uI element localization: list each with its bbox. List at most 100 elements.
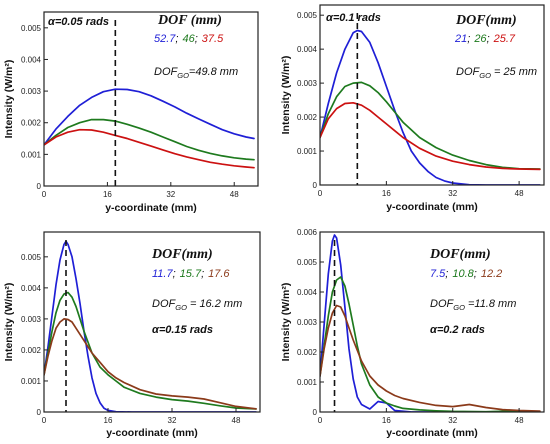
panel-3-ytick-label: 0.003	[21, 315, 42, 324]
panel-1-dof-header: DOF (mm)	[157, 13, 222, 28]
panel-4-dofgo: DOFGO =11.8 mm	[430, 298, 516, 312]
panel-2-ytick-label: 0.002	[297, 113, 318, 122]
panel-2-alpha-label: α=0.1 rads	[326, 12, 381, 24]
panel-2-series-blue	[320, 29, 541, 185]
panel-3-ytick-label: 0.001	[21, 377, 42, 386]
panel-4-ytick-label: 0.004	[297, 288, 318, 297]
panel-3-series-third	[44, 318, 257, 410]
panel-2-dof-sep-1: ;	[467, 33, 470, 45]
panel-4-ytick-label: 0	[313, 408, 318, 417]
panel-3-ytick-label: 0.002	[21, 346, 42, 355]
panel-4-dof-value-blue: 7.5	[430, 268, 446, 280]
panel-4-series-third	[320, 304, 541, 412]
panel-1-xtick-label: 0	[42, 190, 47, 199]
panel-3-dof-values: 11.7; 15.7; 17.6	[152, 268, 230, 280]
panel-1-series-green	[44, 118, 255, 161]
panel-3-dof-sep-2: ;	[201, 268, 204, 280]
panel-2-ytick-label: 0.005	[297, 11, 318, 20]
panel-1-dof-values: 52.7; 46; 37.5	[154, 33, 224, 45]
panel-1: 0 16 32 48 0 0.001 0.002 0.003 0.004 0.005 Intens…	[3, 11, 259, 214]
panel-2-ticks: 0 16 32 48 0 0.001 0.002 0.003 0.004 0.005	[297, 11, 524, 198]
panel-1-x-axis-label: y-coordinate (mm)	[105, 202, 197, 214]
panel-2-ytick-label: 0.003	[297, 79, 318, 88]
panel-4-dof-value-brown: 12.2	[481, 268, 502, 280]
panel-2-dof-values: 21; 26; 25.7	[454, 33, 516, 45]
panel-1-dof-value-blue: 52.7	[154, 33, 176, 45]
panel-1-alpha-label: α=0.05 rads	[48, 16, 109, 28]
panel-1-dof-sep-1: ;	[175, 33, 178, 45]
panel-3-xtick-label: 32	[168, 416, 177, 425]
panel-2-series-third	[320, 101, 541, 171]
panel-2-dof-value-green: 26	[473, 33, 487, 45]
panel-3-dof-sep-1: ;	[173, 268, 176, 280]
panel-2-x-axis-label: y-coordinate (mm)	[386, 201, 478, 213]
panel-4-xtick-label: 16	[382, 416, 391, 425]
panel-2-xtick-label: 16	[382, 189, 391, 198]
panel-4-ytick-label: 0.001	[297, 378, 318, 387]
panel-3-xtick-label: 0	[42, 416, 47, 425]
panel-3-ytick-label: 0.004	[21, 284, 42, 293]
panel-1-dof-value-red: 37.5	[202, 33, 224, 45]
panel-1-ytick-label: 0.003	[21, 87, 42, 96]
panel-4-ytick-label: 0.003	[297, 318, 318, 327]
panel-4-ytick-label: 0.006	[297, 228, 318, 237]
panel-4-y-axis-label: Intensity (W/m²)	[280, 283, 292, 362]
panel-1-dofgo: DOFGO=49.8 mm	[154, 66, 238, 80]
panel-1-frame	[43, 11, 259, 187]
panel-3: 0 16 32 48 0 0.001 0.002 0.003 0.004 0.005 Intens…	[3, 231, 261, 439]
panel-1-y-axis-label: Intensity (W/m²)	[3, 60, 15, 139]
panel-2-xtick-label: 48	[515, 189, 524, 198]
panel-4-dof-value-green: 10.8	[452, 268, 474, 280]
panel-2-dofgo: DOFGO = 25 mm	[456, 66, 537, 80]
panel-2-dof-value-red: 25.7	[493, 33, 516, 45]
panel-2-dof-value-blue: 21	[454, 33, 467, 45]
panel-1-ticks: 0 16 32 48 0 0.001 0.002 0.003 0.004 0.005	[21, 24, 239, 199]
panel-3-alpha-label: α=0.15 rads	[152, 324, 213, 336]
panel-1-ytick-label: 0.004	[21, 55, 42, 64]
panel-1-ytick-label: 0	[37, 182, 42, 191]
panel-2-y-axis-label: Intensity (W/m²)	[280, 56, 292, 135]
panel-2-ytick-label: 0	[313, 181, 318, 190]
panel-4-plot	[320, 234, 541, 412]
panel-2-xtick-label: 32	[448, 189, 457, 198]
panel-3-xtick-label: 48	[232, 416, 241, 425]
panel-4-ticks: 0 16 32 48 0 0.001 0.002 0.003 0.004 0.005 0.006	[297, 228, 524, 425]
panel-4-dof-header: DOF(mm)	[429, 247, 491, 262]
panel-1-xtick-label: 48	[230, 190, 239, 199]
panel-1-ytick-label: 0.002	[21, 119, 42, 128]
panel-2-series-green	[320, 81, 541, 170]
panel-3-frame	[43, 231, 261, 413]
panel-4-dof-values: 7.5; 10.8; 12.2	[430, 268, 502, 280]
panel-2: 0 16 32 48 0 0.001 0.002 0.003 0.004 0.005 Intens…	[280, 4, 545, 213]
panel-1-ytick-label: 0.001	[21, 150, 42, 159]
panel-4-dof-sep-1: ;	[445, 268, 448, 280]
panel-2-plot	[320, 13, 541, 185]
panel-3-xtick-label: 16	[104, 416, 113, 425]
panel-3-ytick-label: 0.005	[21, 253, 42, 262]
panel-2-xtick-label: 0	[318, 189, 323, 198]
panel-1-plot	[44, 20, 255, 186]
panel-3-series-green	[44, 291, 257, 410]
panel-1-dof-value-green: 46	[182, 33, 195, 45]
panel-4-dof-sep-2: ;	[474, 268, 477, 280]
panel-3-ticks: 0 16 32 48 0 0.001 0.002 0.003 0.004 0.005	[21, 253, 241, 425]
panel-3-plot	[44, 240, 257, 412]
panel-4-xtick-label: 48	[515, 416, 524, 425]
panel-3-ytick-label: 0	[37, 408, 42, 417]
panel-4: 0 16 32 48 0 0.001 0.002 0.003 0.004 0.005 0.006 I…	[280, 228, 545, 439]
panel-2-frame	[319, 4, 545, 186]
panel-4-x-axis-label: y-coordinate (mm)	[386, 427, 478, 439]
panel-3-dof-value-blue: 11.7	[152, 268, 173, 280]
panel-1-xtick-label: 16	[103, 190, 112, 199]
panel-4-xtick-label: 32	[448, 416, 457, 425]
panel-1-series-third	[44, 128, 255, 169]
panel-4-alpha-label: α=0.2 rads	[430, 324, 485, 336]
panel-3-dofgo: DOFGO = 16.2 mm	[152, 298, 242, 312]
panel-4-series-blue	[320, 234, 541, 412]
panel-4-ytick-label: 0.005	[297, 258, 318, 267]
panel-2-ytick-label: 0.001	[297, 147, 318, 156]
panel-4-ytick-label: 0.002	[297, 348, 318, 357]
panel-4-xtick-label: 0	[318, 416, 323, 425]
panel-1-xtick-label: 32	[166, 190, 175, 199]
